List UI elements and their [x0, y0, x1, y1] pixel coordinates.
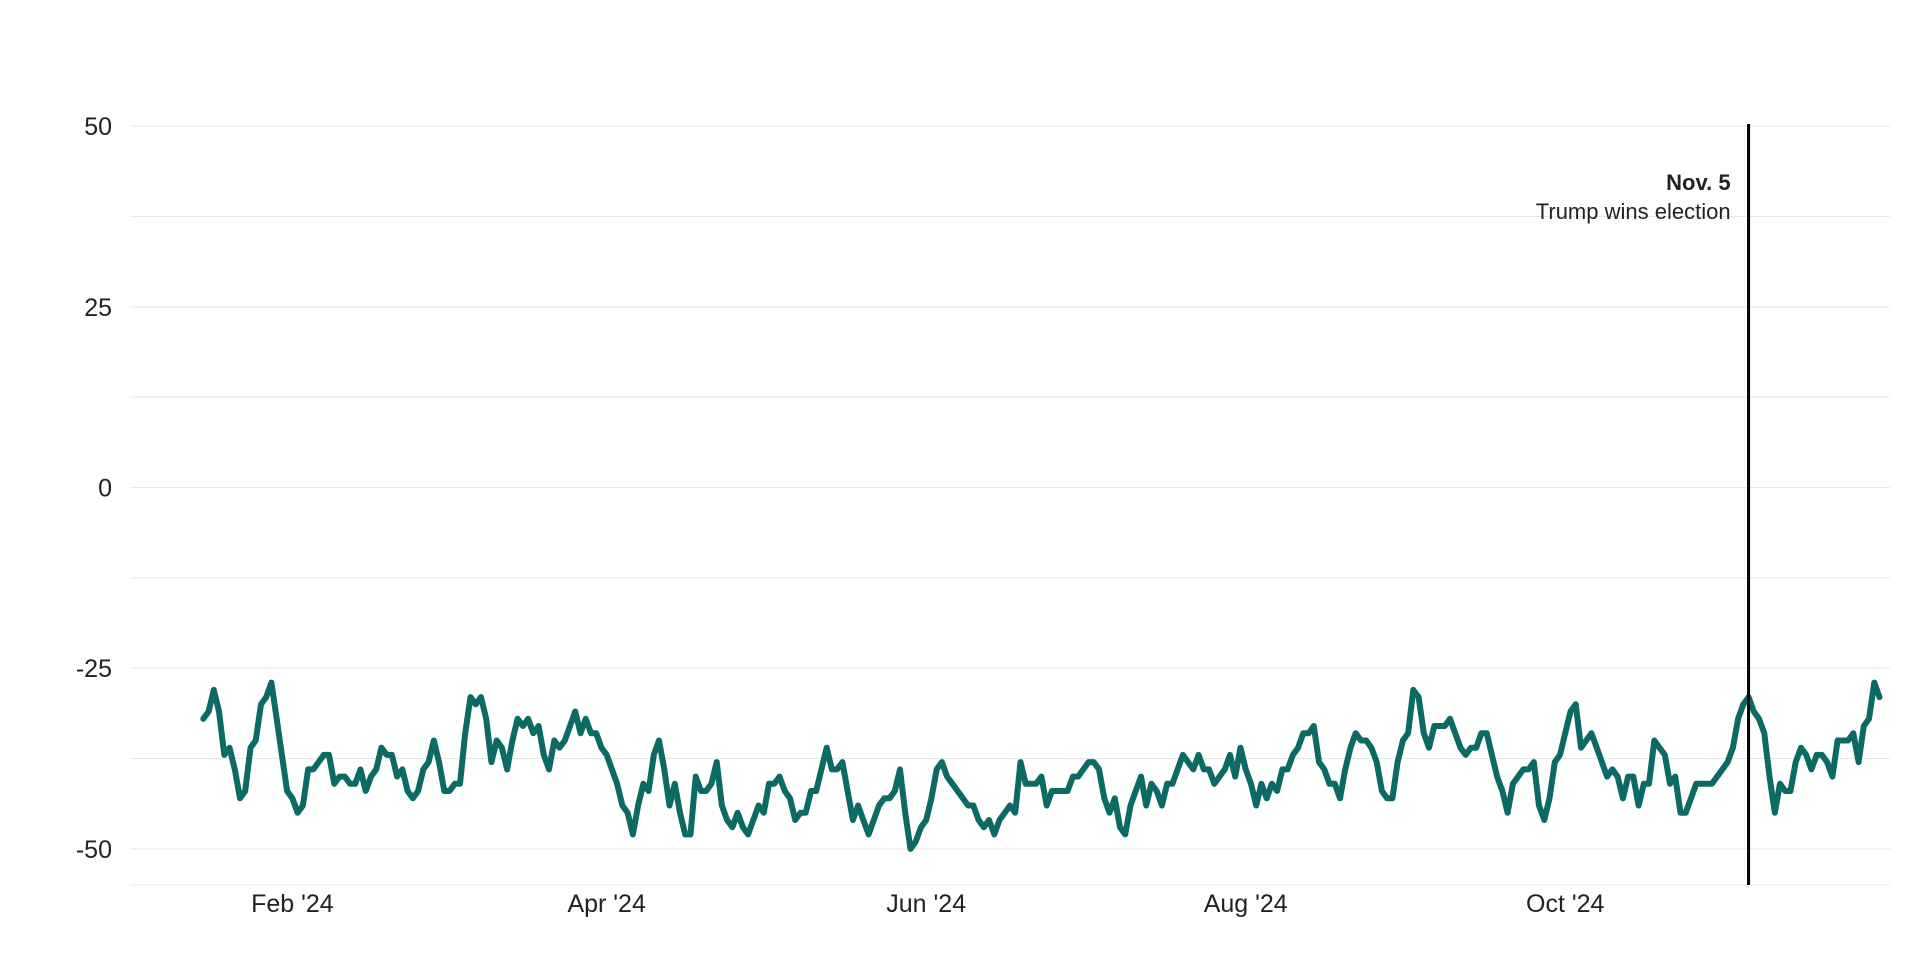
y-tick-label: -25: [76, 655, 112, 683]
x-tick-label: Aug '24: [1204, 890, 1288, 918]
y-tick-label: 50: [84, 113, 112, 141]
series-line: [200, 679, 1883, 852]
gridlines: [130, 125, 1890, 886]
annotation-date: Nov. 5: [1666, 170, 1730, 195]
y-tick-label: -50: [76, 836, 112, 864]
x-tick-label: Oct '24: [1526, 890, 1605, 918]
y-tick-label: 0: [98, 475, 112, 503]
annotation-label: Trump wins election: [1536, 199, 1731, 224]
y-tick-label: 25: [84, 294, 112, 322]
y-axis-ticks: 50 25 0 -25 -50: [76, 113, 112, 864]
x-tick-label: Jun '24: [886, 890, 966, 918]
x-tick-label: Feb '24: [251, 890, 334, 918]
x-tick-label: Apr '24: [567, 890, 646, 918]
x-axis-ticks: Feb '24 Apr '24 Jun '24 Aug '24 Oct '24: [251, 890, 1604, 918]
